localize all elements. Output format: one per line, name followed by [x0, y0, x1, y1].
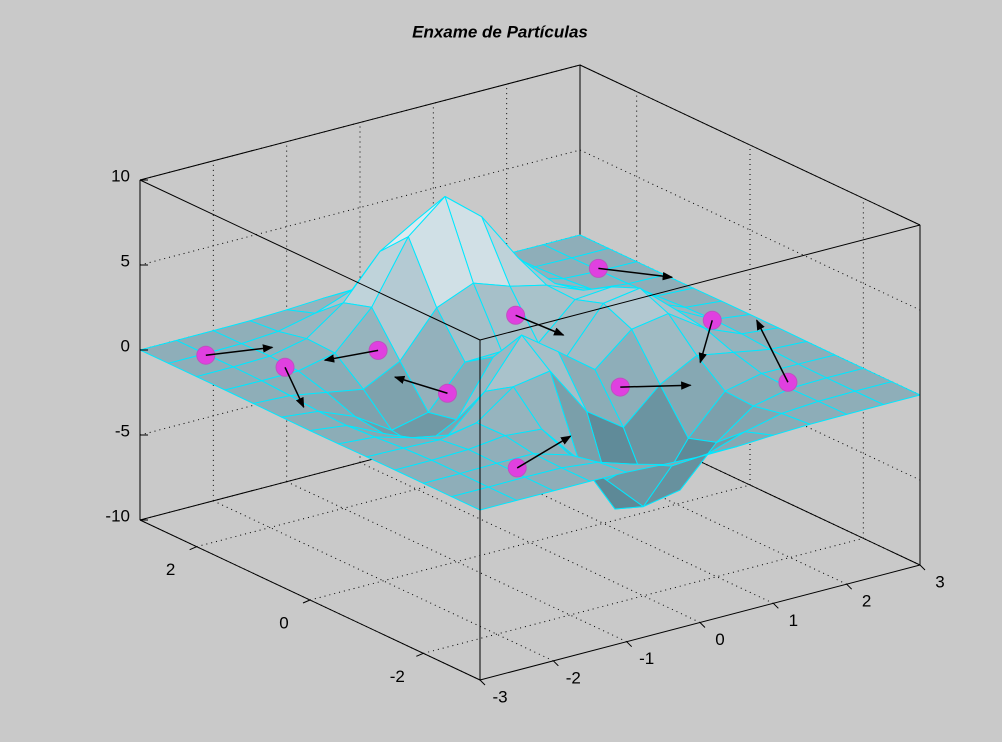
- velocity-arrow: [205, 344, 274, 356]
- axis-box: [139, 64, 581, 181]
- x-tick: [552, 660, 559, 667]
- x-tick-label: 2: [862, 592, 871, 611]
- velocity-arrow: [323, 349, 379, 363]
- velocity-arrow: [620, 381, 692, 390]
- velocity-arrow: [698, 320, 713, 364]
- y-tick-label: -2: [390, 667, 405, 686]
- z-tick-label: -5: [115, 421, 130, 440]
- velocity-arrow: [393, 375, 448, 394]
- y-tick-label: 2: [166, 560, 175, 579]
- x-tick: [699, 622, 706, 628]
- surface-face: [451, 486, 518, 511]
- z-tick-label: 10: [111, 166, 130, 185]
- x-tick: [919, 564, 926, 571]
- z-tick-label: 5: [121, 251, 130, 270]
- surface: [139, 196, 921, 511]
- velocity-arrow: [284, 366, 305, 409]
- z-tick-label: -10: [105, 506, 130, 525]
- y-tick: [189, 546, 197, 551]
- x-tick-label: 0: [715, 630, 724, 649]
- y-tick: [302, 599, 311, 604]
- x-tick: [626, 641, 633, 648]
- velocity-arrow: [598, 267, 674, 281]
- velocity-arrow: [516, 435, 572, 469]
- x-tick-label: 1: [789, 611, 798, 630]
- x-tick: [846, 583, 853, 590]
- axis-box: [479, 224, 921, 341]
- x-tick-label: -1: [639, 649, 654, 668]
- x-tick: [772, 602, 779, 609]
- grid-line: [196, 431, 637, 548]
- x-tick-label: 3: [935, 572, 944, 591]
- velocity-arrow: [756, 319, 789, 383]
- y-tick-label: 0: [279, 613, 288, 632]
- x-tick: [479, 679, 486, 686]
- x-tick-label: -2: [566, 668, 581, 687]
- grid-line: [309, 484, 751, 601]
- velocity-arrow: [515, 314, 565, 336]
- axis-box: [579, 64, 921, 226]
- grid-line: [423, 537, 864, 654]
- x-tick-label: -3: [492, 687, 507, 706]
- z-tick-label: 0: [121, 336, 130, 355]
- chart-title: Enxame de Partículas: [412, 22, 588, 41]
- y-tick: [416, 652, 424, 657]
- axis-box: [139, 179, 481, 341]
